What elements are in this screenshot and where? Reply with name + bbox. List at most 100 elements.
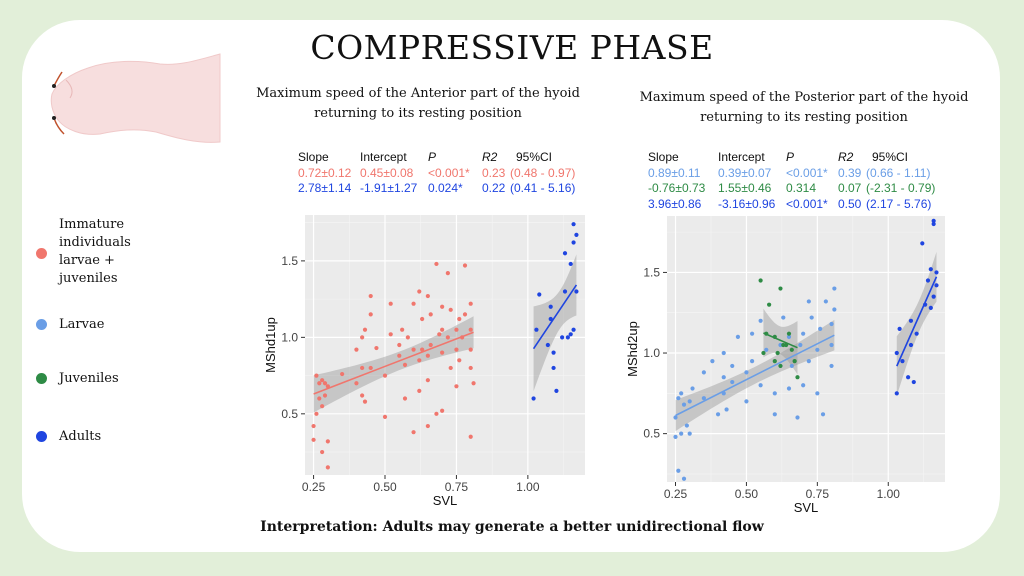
chart-anterior-hyoid: 0.25 0.50 0.75 1.00 0.5 1.0 1.5 SVL MShd1up — [263, 215, 585, 508]
data-point — [574, 289, 579, 294]
data-point — [931, 294, 936, 299]
data-point — [806, 358, 811, 364]
legend-dot-larvae — [36, 319, 47, 330]
data-point — [758, 318, 763, 323]
data-point — [934, 270, 939, 275]
data-point — [440, 408, 445, 413]
data-point — [829, 342, 834, 348]
data-point — [687, 399, 692, 404]
data-point — [425, 378, 430, 383]
data-point — [690, 386, 695, 391]
data-point — [548, 304, 553, 309]
stats-header-r2: R2 — [838, 150, 854, 164]
panel-1-title: Maximum speed of the Anterior part of th… — [248, 84, 588, 124]
panel-2-title-line2: returning to its resting position — [700, 110, 908, 125]
panel-1-title-line2: returning to its resting position — [314, 106, 522, 121]
stats-cell: -3.16±0.96 — [718, 196, 776, 211]
legend-dot-juveniles — [36, 373, 47, 384]
data-point — [806, 299, 811, 304]
stats-header-p: P — [786, 150, 795, 164]
stats-cell: 0.23 — [482, 165, 506, 180]
data-point — [758, 278, 763, 283]
data-point — [402, 396, 408, 401]
legend-item-adults: Adults — [36, 428, 101, 446]
y-axis-label: MShd2up — [625, 321, 640, 377]
data-point — [786, 331, 792, 336]
x-tick-label: 1.00 — [516, 480, 540, 494]
data-point — [750, 331, 755, 336]
x-tick-label: 0.50 — [735, 487, 759, 501]
x-tick-label: 0.25 — [664, 487, 688, 501]
data-point — [554, 388, 559, 393]
stats-cell: (0.48 - 0.97) — [510, 165, 576, 180]
data-point — [679, 431, 684, 436]
data-point — [676, 396, 681, 401]
panel-1-title-line1: Maximum speed of the Anterior part of th… — [256, 86, 580, 101]
stats-cell: 0.024* — [428, 181, 463, 195]
x-tick-label: 1.00 — [877, 487, 901, 501]
stats-row-adults: 3.96±0.86 -3.16±0.96 <0.001* 0.50 (2.17 … — [648, 197, 968, 213]
data-point — [906, 375, 911, 380]
stats-cell: -1.91±1.27 — [360, 181, 418, 195]
data-point — [681, 476, 687, 481]
stats-header-ci: 95%CI — [872, 150, 909, 164]
data-point — [758, 383, 763, 388]
data-point — [795, 415, 800, 420]
stats-header-r2: R2 — [482, 150, 498, 164]
stats-header-ci: 95%CI — [516, 150, 553, 164]
data-point — [468, 347, 473, 352]
y-tick-label: 0.5 — [281, 407, 298, 421]
data-point — [914, 331, 919, 336]
data-point — [715, 412, 721, 417]
data-point — [681, 402, 687, 407]
data-point — [730, 363, 735, 369]
data-point — [311, 423, 316, 429]
data-point — [317, 396, 322, 401]
data-point — [772, 358, 777, 364]
stats-row-immature: 0.72±0.12 0.45±0.08 <0.001* 0.23 (0.48 -… — [298, 166, 598, 182]
data-point — [448, 365, 453, 371]
data-point — [775, 350, 780, 356]
data-point — [440, 327, 445, 332]
stats-cell: 0.314 — [786, 181, 817, 195]
data-point — [448, 307, 453, 312]
confidence-band — [533, 254, 577, 392]
y-tick-label: 1.5 — [281, 254, 298, 268]
x-tick-label: 0.75 — [445, 480, 469, 494]
data-point — [551, 365, 556, 371]
stats-header-p: P — [428, 150, 437, 164]
data-point — [908, 342, 914, 348]
panel-2-title: Maximum speed of the Posterior part of t… — [632, 88, 976, 128]
data-point — [767, 302, 772, 307]
data-point — [374, 345, 379, 351]
data-point — [832, 286, 837, 291]
data-point — [832, 307, 837, 312]
data-point — [562, 251, 568, 256]
data-point — [440, 350, 445, 355]
data-point — [562, 289, 568, 294]
y-tick-label: 1.5 — [643, 265, 660, 279]
data-point — [434, 261, 439, 267]
data-point — [701, 396, 706, 401]
data-point — [772, 391, 777, 396]
stats-cell: 0.22 — [482, 181, 506, 195]
data-point — [568, 332, 573, 337]
stats-cell: <0.001* — [786, 165, 828, 180]
data-point — [684, 423, 689, 428]
data-point — [920, 241, 925, 246]
data-point — [801, 331, 806, 336]
data-point — [531, 396, 536, 401]
data-point — [368, 293, 373, 299]
fit-line — [896, 276, 938, 367]
data-point — [402, 362, 408, 367]
salamander-head-icon — [50, 53, 221, 143]
data-point — [534, 327, 539, 332]
panel-2-stats-table: Slope Intercept P R2 95%CI 0.89±0.11 0.3… — [648, 150, 968, 212]
data-point — [411, 301, 416, 306]
stats-cell: <0.001* — [786, 196, 828, 211]
data-point — [744, 399, 749, 404]
fit-line — [675, 334, 835, 417]
data-point — [417, 289, 422, 294]
data-point — [411, 347, 416, 352]
data-point — [368, 312, 373, 317]
